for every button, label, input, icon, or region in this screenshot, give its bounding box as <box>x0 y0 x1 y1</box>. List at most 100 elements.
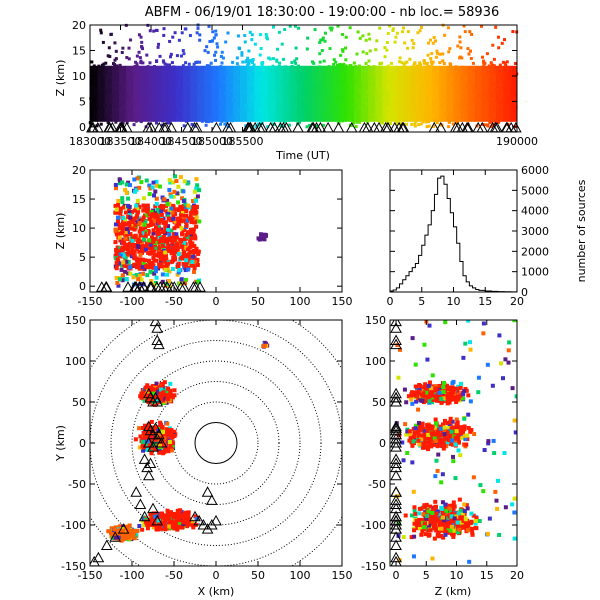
time-height-density-band <box>339 65 347 122</box>
time-height-point <box>461 93 465 97</box>
xz-point <box>174 249 179 254</box>
zy-point <box>416 396 421 401</box>
time-height-point <box>467 106 471 110</box>
time-height-ylabel: Z (km) <box>54 60 67 97</box>
time-height-point <box>302 89 306 93</box>
plan-view-point <box>142 523 147 528</box>
time-height-point <box>133 112 137 116</box>
time-height-point <box>458 55 462 59</box>
zy-point <box>458 393 463 398</box>
time-height-point <box>201 80 205 84</box>
plan-view-point <box>162 380 167 385</box>
time-height-point <box>473 112 477 116</box>
time-height-density-band <box>275 65 283 122</box>
time-height-density-band <box>97 65 105 122</box>
time-height-density-band <box>232 65 240 122</box>
time-height-point <box>165 80 169 84</box>
xz-point <box>154 275 159 280</box>
time-height-point <box>279 91 283 95</box>
plan-view-point <box>168 381 173 386</box>
xz-point <box>166 278 171 283</box>
time-height-point <box>372 65 376 69</box>
xz-point <box>151 180 156 185</box>
plan-view-point <box>148 388 153 393</box>
time-height-point <box>284 65 288 69</box>
time-height-point <box>99 96 103 100</box>
time-height-point <box>448 84 452 88</box>
time-height-point <box>182 124 186 128</box>
plan-view-ytick-label: 100 <box>65 355 86 368</box>
time-height-point <box>277 30 281 34</box>
time-height-point <box>370 80 374 84</box>
plan-view-point <box>120 529 125 534</box>
xz-point <box>152 252 157 257</box>
time-height-point <box>123 105 127 109</box>
xz-point <box>183 277 188 282</box>
xz-point <box>156 225 161 230</box>
xz-point <box>130 209 135 214</box>
time-height-point <box>230 114 234 118</box>
xz-point <box>121 253 126 258</box>
time-height-point <box>402 91 406 95</box>
time-height-point <box>429 95 433 99</box>
time-height-point <box>323 31 327 35</box>
time-height-point <box>296 64 300 68</box>
time-height-point <box>320 48 324 52</box>
xz-point <box>147 216 152 221</box>
time-height-point <box>218 122 222 126</box>
xz-point <box>132 227 137 232</box>
time-height-point <box>489 61 493 65</box>
plan-view-point <box>163 514 168 519</box>
xz-point <box>172 226 177 231</box>
xz-point <box>160 279 165 284</box>
time-height-point <box>205 86 209 90</box>
time-height-point <box>244 90 248 94</box>
xz-point <box>152 258 157 263</box>
xz-point <box>153 265 158 270</box>
zy-point <box>406 394 411 399</box>
time-height-point <box>243 34 247 38</box>
plan-view-point <box>150 434 155 439</box>
time-height-point <box>264 33 268 37</box>
time-height-point <box>446 26 450 30</box>
xz-point <box>130 242 135 247</box>
time-height-point <box>229 72 233 76</box>
xz-point <box>197 188 202 193</box>
time-height-point <box>99 84 103 88</box>
plan-view-station-marker <box>151 395 164 407</box>
xz-point <box>155 214 160 219</box>
time-height-point <box>104 61 108 65</box>
time-height-point <box>415 70 419 74</box>
time-height-point <box>373 118 377 122</box>
time-height-point <box>158 85 162 89</box>
xz-point <box>113 203 118 208</box>
time-height-point <box>332 58 336 62</box>
time-height-point <box>347 111 351 115</box>
time-height-point <box>376 97 380 101</box>
time-height-point <box>430 52 434 56</box>
time-height-point <box>293 89 297 93</box>
time-height-point <box>384 66 388 70</box>
time-height-point <box>366 91 370 95</box>
xz-point <box>151 256 156 261</box>
time-height-point <box>321 123 325 127</box>
xz-point <box>155 207 160 212</box>
xz-point <box>188 227 193 232</box>
xz-point <box>181 247 186 252</box>
time-height-point <box>223 118 227 122</box>
time-height-point <box>428 102 432 106</box>
time-height-point <box>481 80 485 84</box>
time-height-point <box>235 62 239 66</box>
time-height-point <box>447 120 451 124</box>
time-height-point <box>114 120 118 124</box>
time-height-point <box>410 38 414 42</box>
plan-view-point <box>158 440 163 445</box>
time-height-point <box>382 93 386 97</box>
time-height-point <box>305 114 309 118</box>
time-height-point <box>166 66 170 70</box>
time-height-point <box>217 102 221 106</box>
xz-point <box>132 262 137 267</box>
histogram-xtick-label: 20 <box>510 295 524 308</box>
time-height-point <box>228 70 232 74</box>
time-height-point <box>278 123 282 127</box>
